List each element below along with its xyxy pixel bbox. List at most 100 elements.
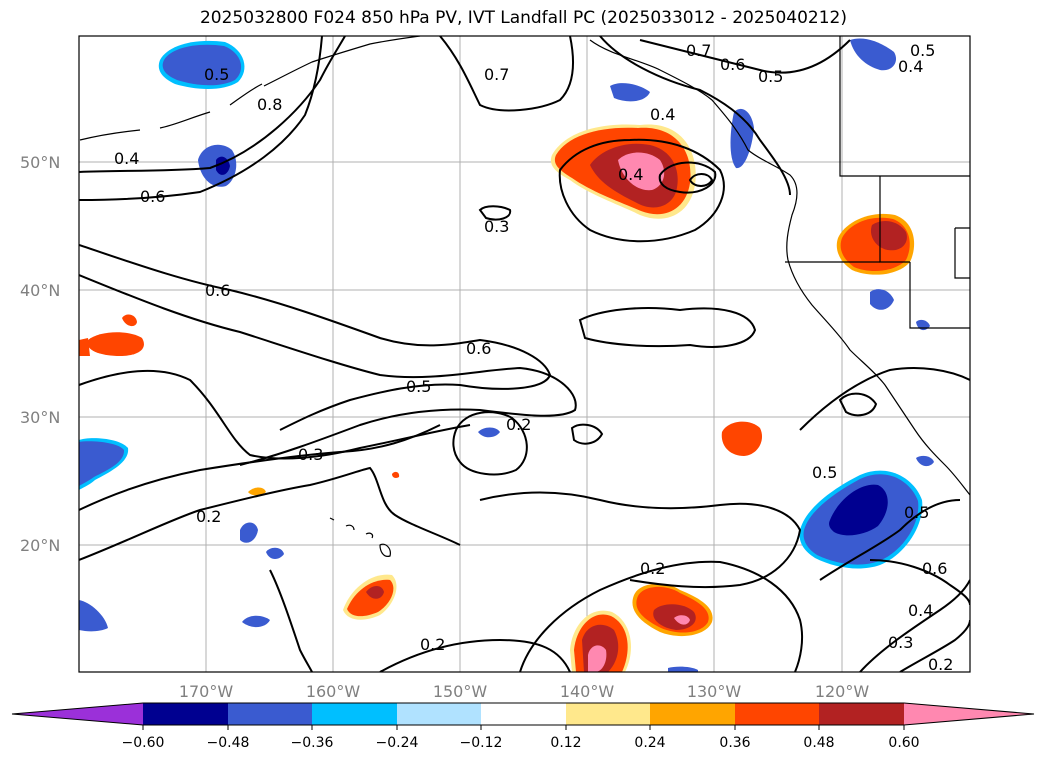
lat-axis: 50°N 40°N 30°N 20°N [20,153,60,555]
shade-tiny-orange2 [248,487,266,496]
coastlines [79,36,970,557]
colorbar-segment [819,703,904,725]
colorbar-segment [397,703,481,725]
lon-axis: 170°W 160°W 150°W 140°W 130°W 120°W [179,682,870,701]
alaska-peninsula [263,36,421,87]
contour-17 [899,619,970,672]
colorbar-tick-label: 0.12 [550,735,581,751]
contour-label-group: 0.5 0.8 0.7 0.4 0.6 0.3 0.6 0.5 0.3 0.2 … [114,41,953,674]
colorbar-tick-label: 0.36 [719,735,750,751]
shade-west-blue [79,441,125,486]
shade-nw-blue [162,44,242,86]
lon-label-130w: 130°W [687,682,742,701]
contour-label: 0.3 [484,217,509,236]
shade-tiny-orange [392,471,400,478]
colorbar-tick-label: −0.48 [207,735,250,751]
contour-label: 0.3 [298,445,323,464]
contour-18 [819,499,961,581]
contour-4 [79,274,577,466]
contour-label: 0.5 [204,65,229,84]
contour-label: 0.8 [257,95,282,114]
contour-gulf-inner [658,161,717,194]
lon-label-170w: 170°W [179,682,234,701]
contour-label: 0.7 [686,41,711,60]
contour-small-1 [478,205,512,221]
lat-label-50n: 50°N [20,153,60,172]
map-title: 2025032800 F024 850 hPa PV, IVT Landfall… [199,8,847,28]
colorbar-tick-label: 0.60 [888,735,919,751]
shade-hawaii-red [366,586,384,599]
contour-label: 0.6 [140,187,165,206]
contour-20 [869,559,970,606]
contour-label: 0.5 [910,41,935,60]
contour-label: 0.5 [904,503,929,522]
contour-label: 0.2 [928,655,953,674]
contour-label: 0.2 [506,415,531,434]
positive-shading [79,124,915,672]
contour-19 [799,367,970,431]
shade-bottom-blue [668,666,698,672]
shade-gulf-pink [618,152,665,191]
colorbar-segment [143,703,228,725]
lon-label-160w: 160°W [306,682,361,701]
shade-south2-pink [674,615,690,625]
shade-small-blue4 [478,427,500,438]
colorbar-tick-label: −0.12 [460,735,503,751]
lat-label-30n: 30°N [20,408,60,427]
contour-2 [79,36,323,201]
lat-label-40n: 40°N [20,281,60,300]
shade-coastal-orange [721,421,763,456]
colorbar-extend-high [904,703,1034,725]
contour-10 [639,39,851,74]
contour-label: 0.5 [812,463,837,482]
colorbar-segment [650,703,735,725]
map-content: 0.5 0.8 0.7 0.4 0.6 0.3 0.6 0.5 0.3 0.2 … [79,36,970,674]
contour-label: 0.2 [640,559,665,578]
colorbar-segment [228,703,312,725]
state-border-2 [909,262,970,329]
shade-west-orange [87,332,144,356]
lon-label-140w: 140°W [560,682,615,701]
contour-label: 0.7 [484,65,509,84]
lon-label-150w: 150°W [433,682,488,701]
contour-label: 0.3 [888,633,913,652]
contour-gulf-ring [558,138,725,243]
contour-6 [79,424,441,511]
contour-label: 0.6 [205,281,230,300]
shade-mex-blue [916,455,934,467]
colorbar-extend-low [12,703,143,725]
contour-label: 0.4 [618,165,643,184]
contour-14 [379,638,571,672]
contour-8 [439,36,574,112]
contour-label: 0.5 [406,377,431,396]
map-background [79,36,970,672]
shade-sw-blue [79,600,108,632]
contour-9 [599,36,791,196]
shade-west-small [122,314,137,327]
colorbar-tick-label: −0.60 [122,735,165,751]
contour-13 [519,560,804,672]
pv-contours [79,36,970,672]
shade-small-blue2 [266,547,284,559]
contour-gulf-core [688,173,714,187]
contour-12 [479,491,802,589]
shade-south-pink [588,645,607,672]
hawaii-islands [329,517,391,557]
lon-label-120w: 120°W [815,682,870,701]
colorbar-segment [481,703,566,725]
contour-small-2 [570,423,604,445]
contour-label: 0.2 [196,507,221,526]
aleutians [79,83,263,141]
shade-west-edge [79,338,90,356]
map-frame [78,35,971,673]
contour-label: 0.4 [650,105,675,124]
contour-label: 0.4 [898,57,923,76]
colorbar-tick-label: −0.36 [291,735,334,751]
colorbar-tick-label: 0.48 [803,735,834,751]
colorbar-segment [566,703,650,725]
shade-cal-blue [870,289,894,310]
shade-ne-blue [850,38,897,71]
colorbar-tick-label: 0.24 [634,735,665,751]
border-canada-us [839,36,970,177]
